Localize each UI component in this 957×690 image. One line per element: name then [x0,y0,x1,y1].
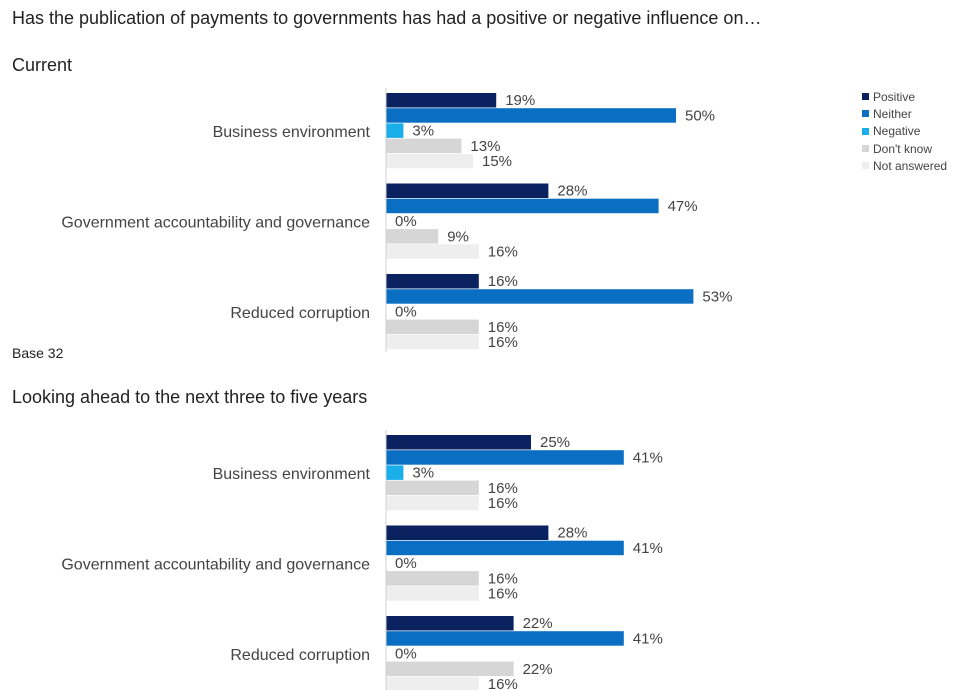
legend-item: Neither [862,105,947,122]
data-label: 47% [668,198,698,215]
page-title: Has the publication of payments to gover… [12,8,762,28]
legend-item: Don't know [862,140,947,157]
legend-swatch-negative [862,127,869,135]
legend-label: Not answered [873,158,948,173]
bar [386,244,479,259]
bar [386,153,473,169]
bar [386,289,694,304]
bar [386,108,676,123]
bar [386,93,497,108]
data-label: 0% [395,646,417,663]
bar [386,229,439,244]
data-label: 53% [702,288,732,305]
bar [386,450,624,465]
bar [386,540,624,556]
base-note: Base 32 [12,345,64,361]
bar [386,274,479,289]
data-label: 3% [412,465,434,482]
data-label: 16% [488,586,518,603]
bar [386,586,479,601]
chart-current: Business environment 19% 50% 3% 13% 15% Govern… [0,88,830,358]
section-title-current: Current [12,55,73,75]
data-label: 15% [482,153,512,170]
bar [386,183,549,198]
data-label: 0% [395,555,417,572]
data-label: 28% [557,183,587,200]
legend-item: Not answered [862,157,947,174]
bar [386,616,514,631]
bar [386,495,479,511]
bar [386,334,479,350]
bar [386,676,479,690]
data-label: 16% [488,570,518,587]
category-label: Government accountability and governance [61,557,370,574]
legend-item: Negative [862,123,947,140]
data-label: 16% [488,676,518,690]
chart-current-svg: Business environment 19% 50% 3% 13%15% Govern… [61,88,732,352]
bar [386,435,531,450]
legend-item: Positive [862,88,947,105]
chart-looking-ahead: Business environment 25% 41% 3% 16% 16% Govern… [0,430,830,690]
legend-swatch-dont-know [862,145,869,153]
data-label: 16% [488,495,518,512]
data-label: 22% [523,615,553,632]
chart-looking-ahead-svg: Business environment25%41%3%16%16%Govern… [61,430,663,690]
bar [386,319,479,335]
data-label: 16% [488,244,518,261]
data-label: 16% [488,319,518,336]
data-label: 9% [447,228,469,245]
data-label: 16% [488,334,518,351]
bar [386,525,549,540]
data-label: 22% [523,661,553,678]
data-label: 16% [488,480,518,497]
data-label: 41% [633,540,663,557]
data-label: 19% [505,92,535,109]
bar [386,138,462,154]
data-label: 25% [540,434,570,451]
category-label: Business environment [213,466,371,483]
bar [386,198,659,214]
data-label: 0% [395,213,417,230]
bar [386,631,624,646]
legend-label: Positive [873,89,916,104]
category-label: Government accountability and governance [61,215,370,232]
category-label: Reduced corruption [230,647,370,664]
legend-swatch-positive [862,93,869,101]
bar [386,123,404,138]
section-title-looking-ahead: Looking ahead to the next three to five … [12,387,368,407]
data-label: 0% [395,304,417,321]
data-label: 41% [633,449,663,466]
data-label: 13% [470,138,500,155]
category-label: Reduced corruption [230,305,370,322]
data-label: 3% [412,123,434,140]
data-label: 16% [488,273,518,290]
data-label: 28% [557,525,587,542]
category-label: Business environment [213,124,371,141]
bar [386,571,479,586]
legend-label: Negative [873,124,921,139]
bar [386,661,514,677]
chart-legend: Positive Neither Negative Don't know Not… [862,88,947,174]
data-label: 50% [685,107,715,124]
legend-label: Neither [873,106,912,121]
bar [386,480,479,496]
legend-swatch-not-answered [862,162,869,170]
data-label: 41% [633,630,663,647]
bar [386,465,404,480]
legend-swatch-neither [862,110,869,118]
legend-label: Don't know [873,141,932,156]
